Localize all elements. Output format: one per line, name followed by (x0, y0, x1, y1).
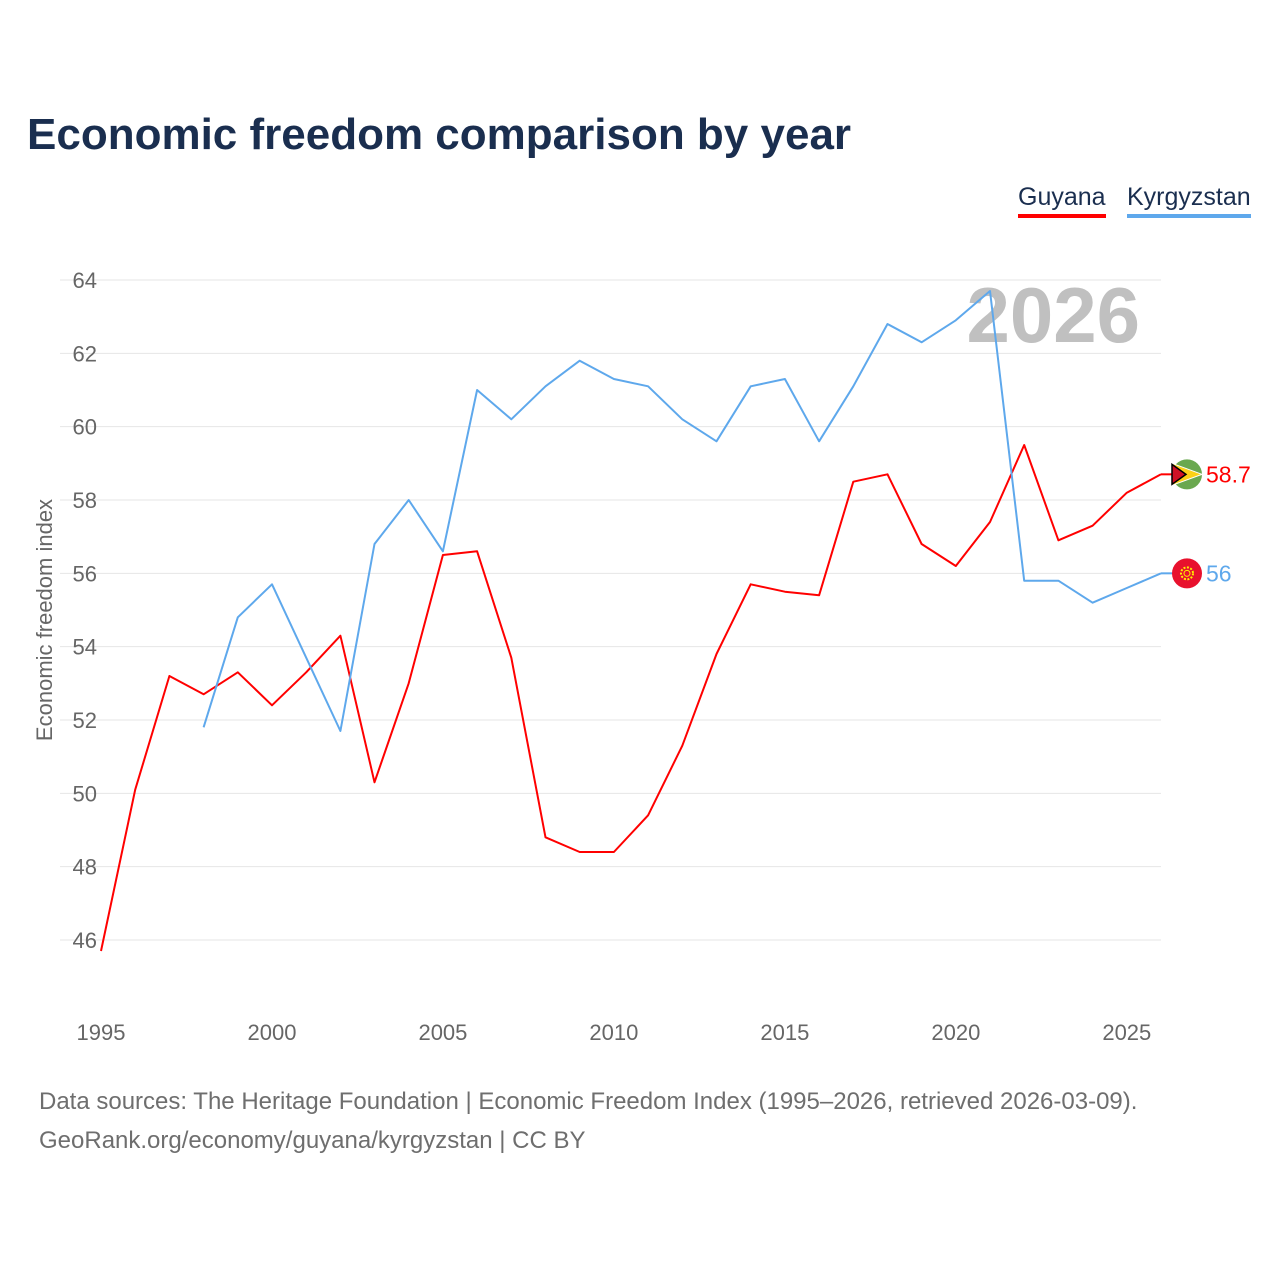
x-tick-label: 2015 (760, 1020, 809, 1045)
x-tick-label: 2000 (247, 1020, 296, 1045)
legend-item-guyana[interactable]: Guyana (1018, 183, 1106, 218)
y-tick-label: 50 (73, 781, 97, 806)
kyrgyzstan-flag-icon (1172, 558, 1202, 589)
y-tick-label: 56 (73, 561, 97, 586)
y-tick-label: 62 (73, 341, 97, 366)
series-line-guyana (100, 444, 1162, 952)
y-tick-label: 58 (73, 488, 97, 513)
attribution-link[interactable]: GeoRank.org/economy/guyana/kyrgyzstan | … (39, 1127, 586, 1154)
end-value-label-kyrgyzstan: 56 (1206, 560, 1232, 586)
chart-title: Economic freedom comparison by year (27, 110, 852, 159)
legend-item-kyrgyzstan[interactable]: Kyrgyzstan (1127, 183, 1251, 218)
y-tick-label: 64 (73, 268, 97, 293)
data-source-text: Data sources: The Heritage Foundation | … (39, 1088, 1138, 1115)
y-tick-label: 52 (73, 708, 97, 733)
guyana-flag-triangle (1171, 462, 1188, 486)
y-tick-label: 46 (73, 928, 97, 953)
x-tick-label: 2005 (418, 1020, 467, 1045)
y-tick-label: 54 (73, 635, 97, 660)
x-tick-label: 2025 (1102, 1020, 1151, 1045)
y-tick-label: 60 (73, 415, 97, 440)
end-value-label-guyana: 58.7 (1206, 461, 1251, 487)
y-axis-label: Economic freedom index (32, 499, 57, 741)
x-tick-label: 2010 (589, 1020, 638, 1045)
kyrgyzstan-flag-sun (1180, 566, 1194, 581)
y-tick-label: 48 (73, 855, 97, 880)
x-tick-label: 2020 (931, 1020, 980, 1045)
x-tick-label: 1995 (77, 1020, 126, 1045)
series-line-kyrgyzstan (202, 290, 1162, 732)
kyrgyzstan-flag-tunduk (1183, 569, 1191, 577)
